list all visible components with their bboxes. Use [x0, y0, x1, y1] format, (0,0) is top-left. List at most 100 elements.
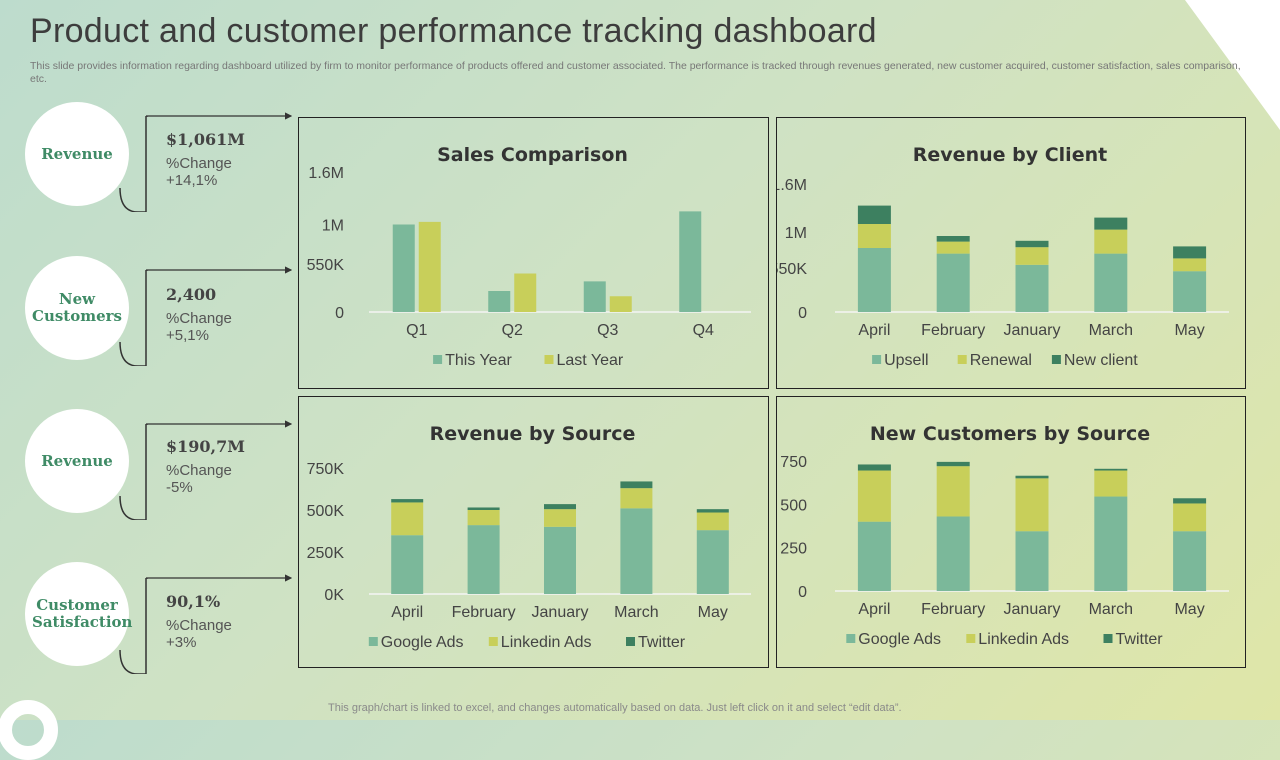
kpi-customer-satisfaction-details: 90,1% %Change +3% — [166, 592, 232, 651]
y-tick-label: 550K — [307, 257, 345, 274]
legend-label: Twitter — [1116, 631, 1164, 648]
bar-segment-twitter — [696, 509, 729, 513]
page-title: Product and customer performance trackin… — [30, 12, 877, 50]
kpi-change-label: %Change — [166, 155, 232, 172]
chart-sales-comparison[interactable]: Sales Comparison 0 550K 1M 1.6M Q1 Q2 Q3 Q4 This … — [298, 117, 769, 389]
kpi-value: 2,400 — [166, 285, 217, 304]
chart-revenue-by-source[interactable]: Revenue by Source 0K 250K 500K 750K April Febr… — [298, 396, 769, 668]
bar-this-year — [583, 281, 606, 312]
chart-title: Revenue by Client — [913, 144, 1107, 166]
bar-segment-linkedin-ads — [1015, 478, 1049, 532]
y-tick-label: 0 — [798, 305, 807, 322]
bar-segment-google-ads — [696, 530, 729, 594]
ring-decoration — [0, 700, 58, 760]
bar-segment-linkedin-ads — [1094, 470, 1128, 497]
legend-label: Google Ads — [381, 634, 464, 651]
bar-this-year — [679, 211, 702, 312]
legend-label: This Year — [445, 352, 512, 369]
legend-label: Renewal — [970, 352, 1032, 369]
bar-segment-upsell — [857, 248, 891, 312]
x-tick-label: Q2 — [502, 322, 523, 339]
x-tick-label: March — [1089, 601, 1133, 618]
bar-segment-twitter — [936, 461, 970, 467]
x-tick-label: May — [1174, 601, 1204, 618]
kpi-new-customers-circle: New Customers — [25, 256, 129, 360]
kpi-revenue-2-details: $190,7M %Change -5% — [166, 437, 245, 496]
kpi-label: New Customers — [32, 290, 122, 325]
chart-title: Sales Comparison — [437, 144, 628, 166]
x-tick-label: February — [452, 604, 516, 621]
kpi-change: +14,1% — [166, 172, 218, 189]
bar-segment-google-ads — [936, 516, 970, 591]
bar-segment-linkedin-ads — [620, 488, 653, 509]
kpi-new-customers-details: 2,400 %Change +5,1% — [166, 285, 232, 344]
legend-swatch — [488, 637, 498, 646]
bar-segment-renewal — [1094, 229, 1128, 254]
footer-note: This graph/chart is linked to excel, and… — [328, 702, 902, 714]
bar-segment-new-client — [1094, 217, 1128, 230]
legend-swatch — [544, 355, 554, 364]
bar-segment-twitter — [620, 481, 653, 489]
bar-this-year — [488, 291, 511, 312]
bar-segment-google-ads — [620, 508, 653, 594]
bar-last-year — [514, 273, 537, 312]
x-tick-label: May — [698, 604, 728, 621]
legend-swatch — [846, 634, 856, 643]
bar-segment-twitter — [1094, 468, 1128, 471]
bar-segment-linkedin-ads — [936, 466, 970, 517]
x-tick-label: Q1 — [406, 322, 427, 339]
y-tick-label: 750 — [780, 454, 807, 471]
y-tick-label: 550K — [777, 261, 807, 278]
bar-segment-new-client — [1015, 240, 1049, 248]
kpi-value: $190,7M — [166, 437, 245, 456]
bar-segment-twitter — [544, 504, 576, 510]
kpi-change: -5% — [166, 479, 193, 496]
bar-segment-linkedin-ads — [696, 512, 729, 531]
bar-segment-upsell — [1173, 271, 1207, 312]
kpi-bracket — [119, 270, 148, 366]
y-tick-label: 500K — [307, 503, 345, 520]
y-tick-label: 1.6M — [777, 177, 807, 194]
kpi-value: 90,1% — [166, 592, 221, 611]
legend-label: Twitter — [638, 634, 686, 651]
x-tick-label: April — [858, 322, 890, 339]
bar-segment-renewal — [1015, 247, 1049, 265]
corner-decoration — [1185, 0, 1280, 130]
legend-label: Linkedin Ads — [978, 631, 1069, 648]
bar-segment-upsell — [1015, 264, 1049, 312]
bar-segment-google-ads — [857, 521, 891, 591]
bar-segment-upsell — [936, 253, 970, 312]
bar-segment-twitter — [467, 507, 500, 510]
legend-swatch — [966, 634, 976, 643]
x-tick-label: April — [391, 604, 423, 621]
kpi-label: Customer Satisfaction — [32, 596, 133, 631]
x-tick-label: January — [1004, 322, 1061, 339]
y-tick-label: 1.6M — [308, 165, 344, 182]
chart-revenue-by-client[interactable]: Revenue by Client 0 550K 1M 1.6M April Februar… — [776, 117, 1246, 389]
y-tick-label: 0K — [324, 587, 344, 604]
bar-segment-twitter — [1173, 498, 1207, 504]
x-tick-label: February — [921, 601, 985, 618]
bar-segment-renewal — [936, 241, 970, 254]
legend-swatch — [368, 637, 378, 646]
bar-segment-renewal — [1173, 258, 1207, 272]
kpi-label: Revenue — [41, 451, 113, 470]
bar-segment-twitter — [857, 464, 891, 471]
y-tick-label: 250 — [780, 541, 807, 558]
kpi-label: Revenue — [41, 144, 113, 163]
bar-last-year — [418, 221, 441, 312]
kpi-revenue-circle: Revenue — [25, 102, 129, 206]
bar-segment-linkedin-ads — [544, 509, 576, 527]
chart-new-customers-by-source[interactable]: New Customers by Source 0 250 500 750 April Fe… — [776, 396, 1246, 668]
x-tick-label: February — [921, 322, 985, 339]
legend-label: New client — [1064, 352, 1138, 369]
y-tick-label: 1M — [785, 225, 807, 242]
legend-swatch — [626, 637, 635, 646]
bar-segment-new-client — [857, 205, 891, 224]
kpi-change: +3% — [166, 634, 197, 651]
x-tick-label: Q3 — [597, 322, 618, 339]
y-tick-label: 1M — [322, 218, 344, 235]
legend-label: Last Year — [557, 352, 624, 369]
x-tick-label: January — [532, 604, 589, 621]
x-tick-label: April — [858, 601, 890, 618]
